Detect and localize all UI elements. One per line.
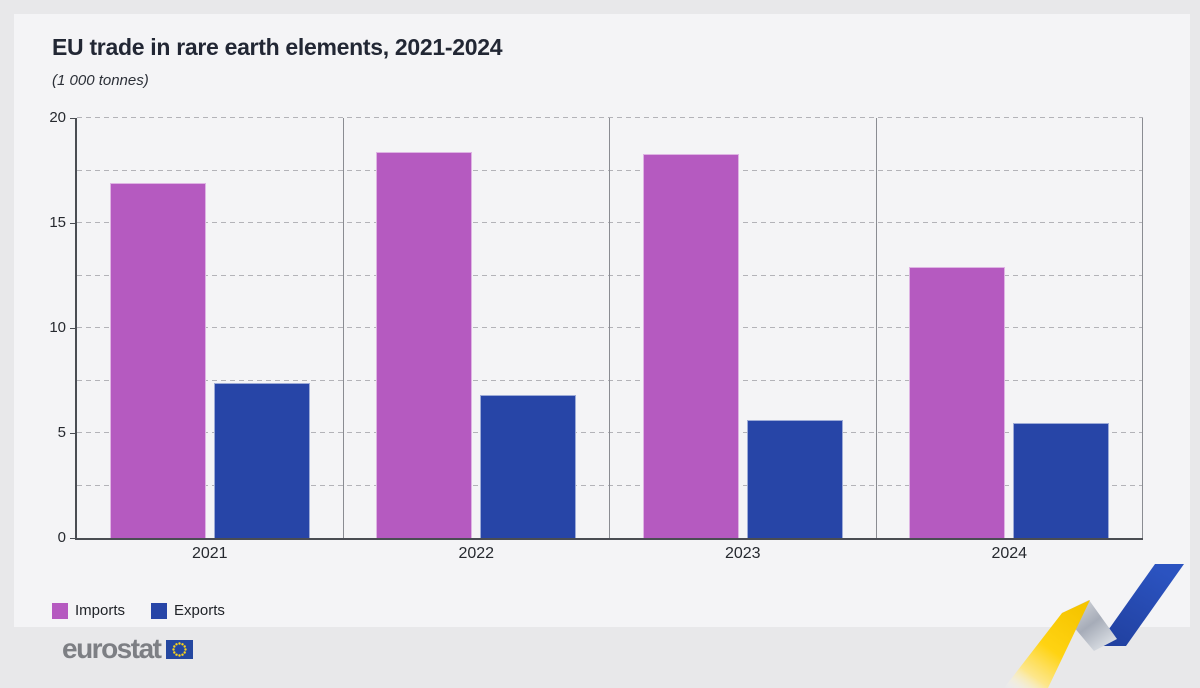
eu-flag-star [184,647,188,651]
year-panel-2021: 2021 [77,118,344,562]
gridline [77,484,1143,486]
eu-flag-star [175,642,179,645]
chart-card: EU trade in rare earth elements, 2021-20… [14,14,1190,627]
x-axis-label: 2022 [458,545,495,562]
legend-label: Imports [75,602,126,619]
bar-group [610,118,876,538]
eu-flag-icon [166,639,194,659]
legend-label: Exports [174,602,225,619]
bar-exports-2023 [746,420,843,538]
eu-flag-stars [172,641,188,657]
bar-group [344,118,610,538]
bar-exports-2024 [1013,422,1110,538]
ribbon-yellow-band [1004,600,1090,688]
bar-imports-2024 [909,267,1006,538]
legend-swatch [52,602,68,619]
eu-flag-star [173,650,176,654]
grid-layer [77,117,1143,538]
bar-imports-2023 [642,153,739,538]
y-tick-label: 5 [57,424,66,441]
gridline [77,222,1143,223]
panels: 2021 2022 2023 2024 [77,118,1143,562]
eu-flag-star [183,650,187,654]
year-panel-2024: 2024 [877,118,1143,562]
bar-exports-2021 [213,382,310,538]
year-panel-2022: 2022 [344,118,610,562]
gridline [77,379,1143,381]
bar-group [77,118,343,538]
eurostat-logo: eurostat [62,633,194,665]
gridline [77,327,1143,328]
y-tick-label: 20 [49,109,66,126]
eu-flag-star [173,644,176,648]
bar-group [877,118,1143,538]
eu-flag-star [175,653,179,656]
x-axis-label: 2023 [724,545,761,562]
eu-flag-field [166,639,194,659]
gridline [77,432,1143,433]
ribbon-graphic [1004,564,1184,688]
y-tick-label: 10 [49,319,66,336]
eu-flag-star [178,641,182,645]
eurostat-logo-text: eurostat [62,633,162,664]
x-axis-label: 2021 [191,545,228,562]
y-tick-label: 15 [49,214,66,231]
ribbon-blue-band [1097,564,1184,646]
legend-swatch [151,602,168,619]
legend-item-exports: Exports [151,602,225,619]
gridline [77,169,1143,171]
eu-flag-star [183,644,187,648]
plot-area: 2021 2022 2023 2024 [75,117,1143,562]
legend-item-imports: Imports [52,602,125,619]
legend: Imports Exports [52,602,225,619]
gridline [77,117,1143,118]
year-panel-2023: 2023 [610,118,877,562]
x-axis-label: 2024 [991,545,1028,562]
bar-imports-2021 [109,183,206,538]
eu-flag-star [178,653,182,657]
y-tick-label: 0 [57,529,66,546]
eu-flag-star [181,653,185,656]
gridline [77,274,1143,276]
bar-exports-2022 [480,395,577,538]
eu-flag-star [181,642,185,645]
eu-flag-star [172,647,176,651]
bar-imports-2022 [376,151,473,538]
chart-subtitle: (1 000 tonnes) [52,72,149,89]
chart-title: EU trade in rare earth elements, 2021-20… [52,34,503,60]
